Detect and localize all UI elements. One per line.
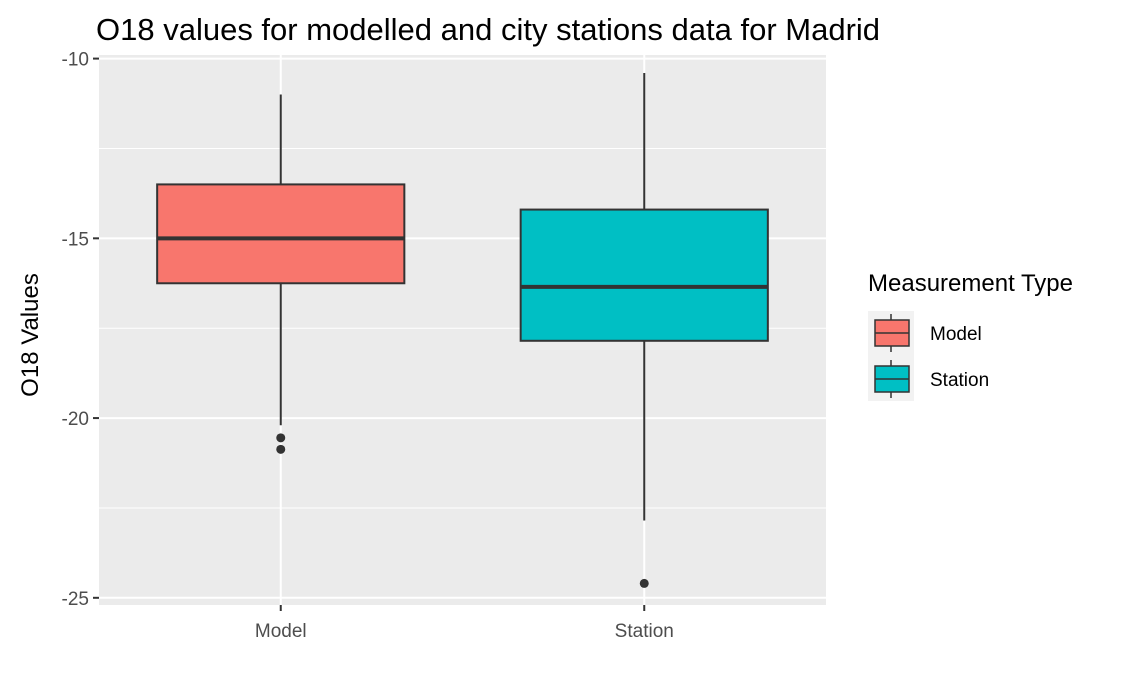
boxplot-station — [519, 72, 769, 588]
box-iqr — [519, 208, 769, 342]
x-tick-label: Station — [615, 621, 674, 642]
y-tick-label: -20 — [62, 409, 89, 430]
x-axis: Model Station — [255, 605, 674, 642]
y-tick-label: -25 — [62, 589, 89, 610]
legend: Measurement Type Model Station — [868, 270, 1073, 401]
legend-item-model: Model — [874, 314, 982, 352]
box-iqr — [156, 183, 406, 285]
outlier-point — [639, 578, 649, 588]
y-tick-label: -10 — [62, 50, 89, 71]
chart-title: O18 values for modelled and city station… — [96, 12, 880, 47]
y-axis-title: O18 Values — [17, 273, 44, 397]
boxplot-model — [156, 94, 406, 454]
outlier-point — [276, 433, 286, 443]
legend-title: Measurement Type — [868, 270, 1073, 297]
y-tick-label: -15 — [62, 229, 89, 250]
outlier-point — [276, 444, 286, 454]
y-axis: -10 -15 -20 -25 — [62, 50, 99, 610]
boxplot-series — [156, 72, 769, 588]
x-tick-label: Model — [255, 621, 307, 642]
legend-label: Station — [930, 370, 989, 391]
legend-label: Model — [930, 324, 982, 345]
legend-item-station: Station — [874, 360, 989, 398]
legend-items: Model Station — [874, 314, 989, 398]
